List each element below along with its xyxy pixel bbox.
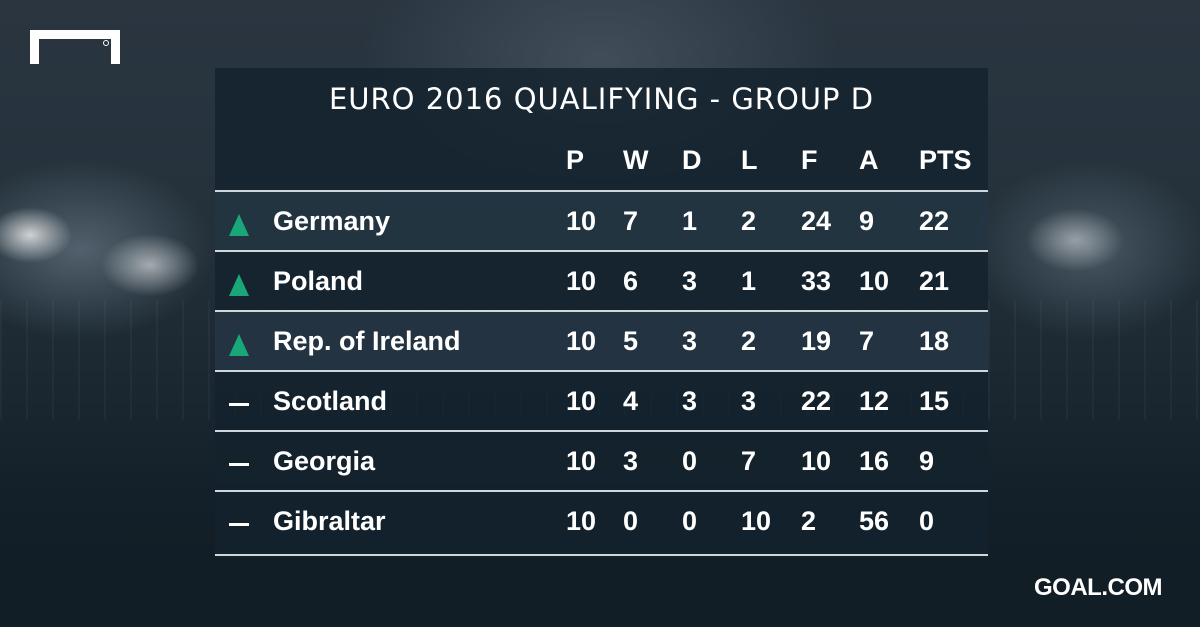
standings-table: EURO 2016 QUALIFYING - GROUP D P W D L F… [215,68,988,558]
points-value: 18 [919,326,950,356]
dash-icon [229,462,249,466]
row-divider [215,250,988,252]
won-value: 4 [623,386,639,416]
row-divider [215,310,988,312]
up-arrow-icon [229,214,249,236]
row-divider [215,554,988,556]
goals-against-value: 16 [859,446,890,476]
table-row: Rep. of Ireland 10 5 3 2 19 7 18 [215,312,988,370]
status-indicator [227,252,251,310]
team-name: Poland [273,266,364,296]
goals-against-value: 10 [859,266,890,296]
goals-for-value: 24 [801,206,832,236]
table-row: Poland 10 6 3 1 33 10 21 [215,252,988,310]
goals-for-value: 19 [801,326,832,356]
header-goals-against: A [859,145,879,175]
points-value: 9 [919,446,935,476]
lost-value: 10 [741,506,772,536]
played-value: 10 [566,266,597,296]
played-value: 10 [566,326,597,356]
header-goals-for: F [801,145,818,175]
up-arrow-icon [229,274,249,296]
team-name: Scotland [273,386,388,416]
goals-against-value: 12 [859,386,890,416]
played-value: 10 [566,206,597,236]
table-row: Scotland 10 4 3 3 22 12 15 [215,372,988,430]
goals-against-value: 7 [859,326,875,356]
won-value: 7 [623,206,639,236]
goal-logo-icon [30,30,120,64]
table-row: Gibraltar 10 0 0 10 2 56 0 [215,492,988,550]
points-value: 15 [919,386,950,416]
goals-for-value: 22 [801,386,832,416]
dash-icon [229,402,249,406]
goals-against-value: 56 [859,506,890,536]
points-value: 21 [919,266,950,296]
lost-value: 2 [741,206,757,236]
won-value: 3 [623,446,639,476]
team-name: Germany [273,206,391,236]
played-value: 10 [566,506,597,536]
goals-for-value: 10 [801,446,832,476]
brand-logo-text: GOAL.COM [1034,574,1163,601]
lost-value: 2 [741,326,757,356]
points-value: 22 [919,206,950,236]
table-header-row: P W D L F A PTS [215,130,988,188]
status-indicator [227,492,251,550]
lost-value: 7 [741,446,757,476]
header-won: W [623,145,649,175]
drawn-value: 3 [682,386,698,416]
table-row: Georgia 10 3 0 7 10 16 9 [215,432,988,490]
header-lost: L [741,145,758,175]
row-divider [215,430,988,432]
status-indicator [227,372,251,430]
drawn-value: 1 [682,206,698,236]
drawn-value: 0 [682,506,698,536]
header-points: PTS [919,145,972,175]
won-value: 0 [623,506,639,536]
status-indicator [227,432,251,490]
played-value: 10 [566,386,597,416]
won-value: 6 [623,266,639,296]
row-divider [215,190,988,192]
row-divider [215,490,988,492]
header-played: P [566,145,585,175]
drawn-value: 0 [682,446,698,476]
row-divider [215,370,988,372]
won-value: 5 [623,326,639,356]
played-value: 10 [566,446,597,476]
team-name: Georgia [273,446,376,476]
table-row: Germany 10 7 1 2 24 9 22 [215,192,988,250]
up-arrow-icon [229,334,249,356]
team-name: Rep. of Ireland [273,326,461,356]
points-value: 0 [919,506,935,536]
drawn-value: 3 [682,266,698,296]
goals-for-value: 33 [801,266,832,296]
team-name: Gibraltar [273,506,386,536]
lost-value: 3 [741,386,757,416]
header-drawn: D [682,145,702,175]
table-title: EURO 2016 QUALIFYING - GROUP D [328,82,875,116]
status-indicator [227,192,251,250]
drawn-value: 3 [682,326,698,356]
registered-mark-icon [103,40,109,46]
goals-for-value: 2 [801,506,817,536]
status-indicator [227,312,251,370]
dash-icon [229,522,249,526]
lost-value: 1 [741,266,757,296]
goals-against-value: 9 [859,206,875,236]
